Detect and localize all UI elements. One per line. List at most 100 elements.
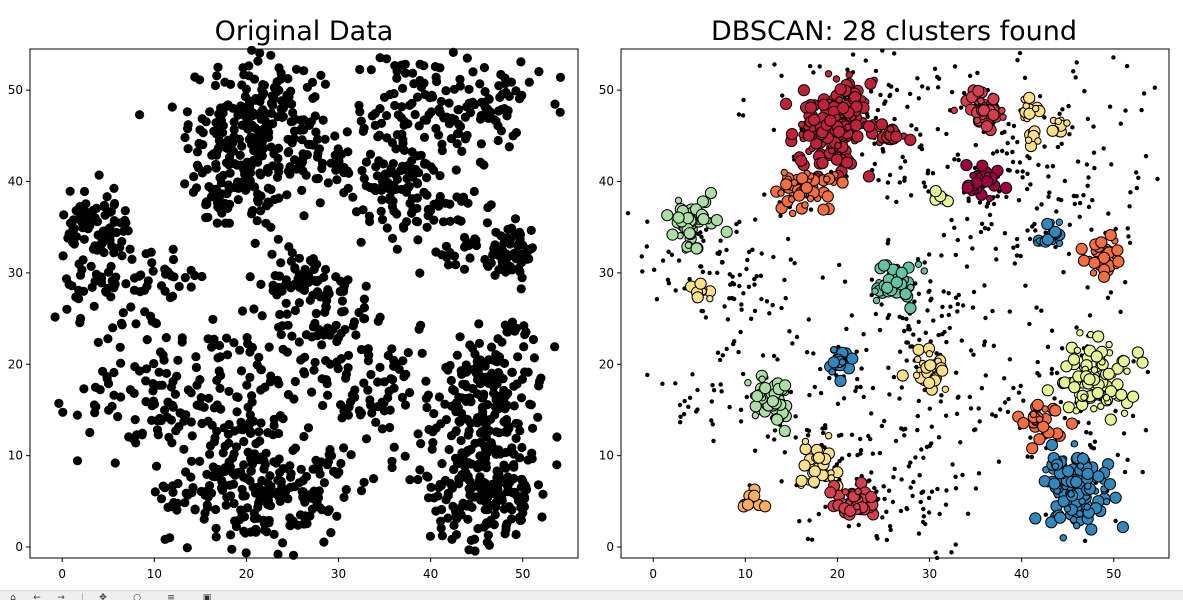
core-point <box>1054 511 1067 524</box>
data-point <box>261 201 272 211</box>
data-point <box>281 298 291 308</box>
noise-point <box>1007 357 1013 362</box>
border-point <box>706 294 714 303</box>
data-point <box>483 202 493 213</box>
data-point <box>483 530 493 540</box>
pan-icon[interactable]: ✥ <box>99 593 107 600</box>
core-point <box>1070 475 1083 489</box>
zoom-icon[interactable]: ○ <box>133 593 141 600</box>
data-point <box>251 439 261 449</box>
noise-point <box>1027 155 1032 161</box>
data-point <box>412 193 422 203</box>
data-point <box>455 74 465 84</box>
data-point <box>317 340 327 350</box>
data-point <box>431 506 441 516</box>
data-point <box>81 199 91 209</box>
data-point <box>481 463 491 473</box>
subplots-icon[interactable]: ≡ <box>167 593 175 600</box>
noise-point <box>1108 290 1114 295</box>
save-icon[interactable]: ▣ <box>202 593 212 600</box>
noise-point <box>983 373 988 378</box>
noise-point <box>881 484 886 489</box>
data-point <box>197 418 207 429</box>
data-point <box>470 100 480 110</box>
data-point <box>239 436 249 447</box>
noise-point <box>856 522 861 528</box>
data-point <box>332 175 342 185</box>
noise-point <box>952 225 957 230</box>
data-point <box>342 127 352 137</box>
noise-point <box>1049 328 1055 333</box>
data-point <box>78 223 88 233</box>
noise-point <box>945 164 950 169</box>
data-point <box>205 481 215 491</box>
noise-point <box>1082 89 1087 94</box>
noise-point <box>1036 162 1041 168</box>
data-point <box>247 209 257 219</box>
data-point <box>336 458 346 469</box>
data-point <box>412 217 423 227</box>
noise-point <box>958 105 964 110</box>
data-point <box>329 467 339 477</box>
data-point <box>490 270 500 280</box>
data-point <box>273 487 283 497</box>
back-icon[interactable]: ← <box>33 593 41 600</box>
forward-icon[interactable]: → <box>57 593 65 600</box>
noise-point <box>885 241 890 246</box>
data-point <box>426 107 436 117</box>
core-point <box>824 114 837 127</box>
data-point <box>264 342 274 352</box>
data-point <box>437 531 447 541</box>
data-point <box>371 417 381 427</box>
data-point <box>263 167 273 177</box>
data-point <box>188 483 198 493</box>
data-point <box>233 183 244 193</box>
data-point <box>435 171 445 181</box>
noise-point <box>767 311 772 316</box>
data-point <box>434 201 444 211</box>
data-point <box>273 549 283 559</box>
data-point <box>331 320 341 330</box>
data-point <box>212 71 222 81</box>
data-point <box>449 251 460 261</box>
data-point <box>462 382 472 392</box>
data-point <box>256 170 266 180</box>
data-point <box>377 195 387 205</box>
data-point <box>266 184 276 195</box>
noise-point <box>956 157 961 163</box>
data-point <box>168 254 179 265</box>
noise-point <box>804 350 810 355</box>
noise-point <box>976 406 981 411</box>
data-point <box>441 415 451 425</box>
noise-point <box>928 339 933 344</box>
noise-point <box>699 308 704 314</box>
data-point <box>389 206 399 216</box>
border-point <box>1076 462 1085 470</box>
data-point <box>434 130 444 140</box>
core-point <box>836 176 849 189</box>
noise-point <box>897 396 902 401</box>
noise-point <box>676 258 682 263</box>
border-point <box>824 70 833 78</box>
data-point <box>243 447 253 457</box>
data-point <box>136 270 146 280</box>
noise-point <box>927 443 932 449</box>
noise-point <box>1134 170 1139 175</box>
data-point <box>228 103 238 113</box>
noise-point <box>904 358 909 363</box>
noise-point <box>878 92 883 98</box>
data-point <box>339 406 349 416</box>
noise-point <box>904 340 909 345</box>
data-point <box>286 283 296 293</box>
data-point <box>359 378 369 388</box>
data-point <box>503 472 513 482</box>
noise-point <box>1043 512 1049 517</box>
noise-point <box>715 270 720 275</box>
border-point <box>824 432 833 440</box>
data-point <box>229 338 239 348</box>
home-icon[interactable]: ⌂ <box>10 593 16 600</box>
data-point <box>445 478 455 488</box>
left-x-tick-label: 10 <box>147 567 162 581</box>
border-point <box>828 368 836 376</box>
